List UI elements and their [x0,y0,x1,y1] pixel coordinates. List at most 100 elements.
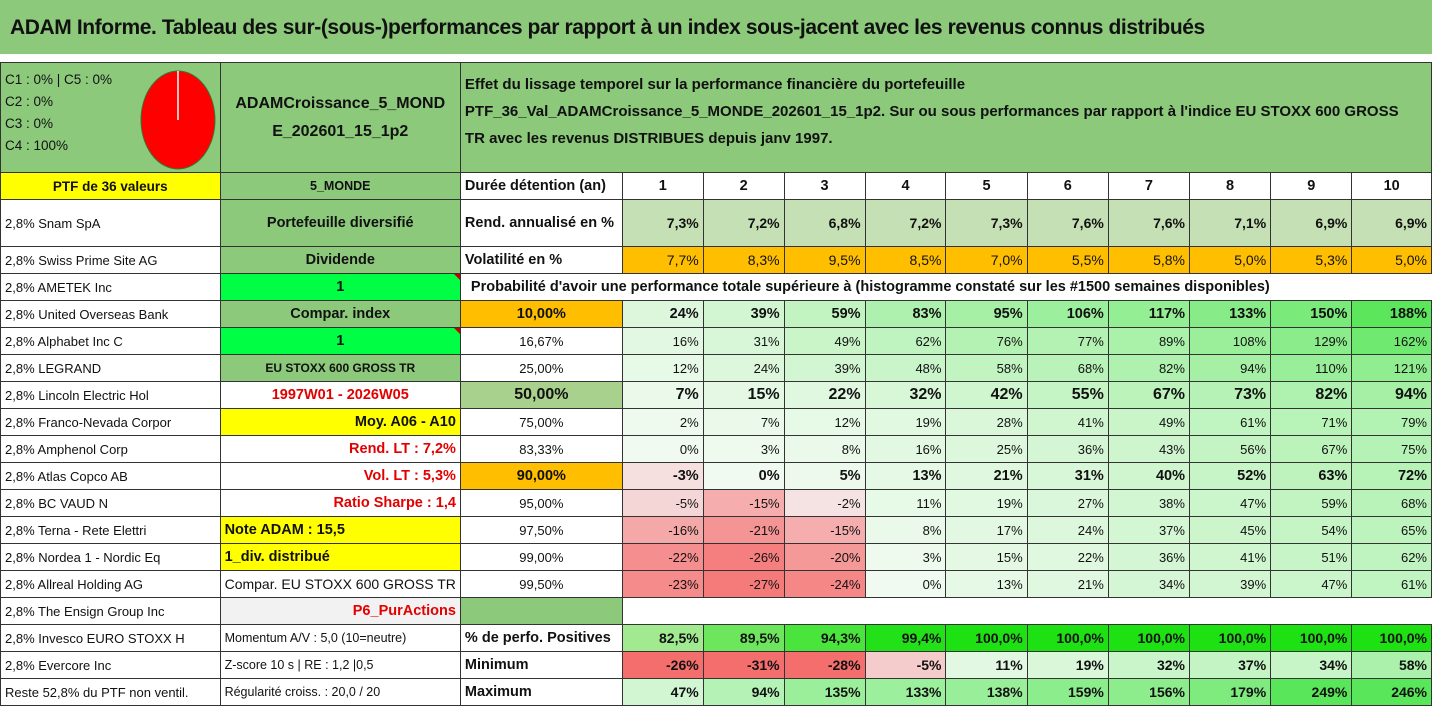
holding-name: 2,8% Nordea 1 - Nordic Eq [0,543,221,571]
maximum-value: 156% [1107,678,1190,706]
minimum-value: -26% [621,651,704,679]
positive-value: 100,0% [1026,624,1109,652]
quantile-value: 24% [1026,516,1109,544]
maximum-value: 246% [1351,678,1432,706]
quantile-label: 90,00% [459,462,623,490]
holding-name: 2,8% Lincoln Electric Hol [0,381,221,409]
vol-label: Volatilité en % [459,246,623,274]
info-cell: Note ADAM : 15,5 [219,516,461,544]
quantile-value: 13% [945,570,1028,598]
info-cell: Compar. index [219,300,461,328]
holding-name: 2,8% The Ensign Group Inc [0,597,221,625]
positive-value: 94,3% [783,624,866,652]
quantile-value: 36% [1026,435,1109,463]
quantile-value: 47% [1188,489,1272,517]
positive-value: 100,0% [1351,624,1432,652]
year-header: 6 [1026,172,1109,200]
vol-value: 5,5% [1026,246,1109,274]
quantile-value: 16% [621,327,704,355]
info-cell: 1_div. distribué [219,543,461,571]
quantile-value: 3% [864,543,947,571]
vol-value: 7,0% [945,246,1028,274]
minimum-value: 19% [1026,651,1109,679]
holding-name: 2,8% BC VAUD N [0,489,221,517]
quantile-value: 110% [1270,354,1353,382]
quantile-value: 16% [864,435,947,463]
vol-value: 5,0% [1351,246,1432,274]
quantile-value: 56% [1188,435,1272,463]
maximum-value: 138% [945,678,1028,706]
info-cell: Ratio Sharpe : 1,4 [219,489,461,517]
quantile-value: 39% [702,300,785,328]
positive-value: 99,4% [864,624,947,652]
quantile-value: 82% [1270,381,1353,409]
quantile-value: -5% [621,489,704,517]
vol-value: 8,5% [864,246,947,274]
positive-value: 100,0% [945,624,1028,652]
minimum-value: 11% [945,651,1028,679]
positive-value: 89,5% [702,624,785,652]
quantile-label: 16,67% [459,327,623,355]
holding-name: 2,8% United Overseas Bank [0,300,221,328]
holding-name: 2,8% Swiss Prime Site AG [0,246,221,274]
quantile-value: -15% [783,516,866,544]
quantile-label: 25,00% [459,354,623,382]
quantile-value: -3% [621,462,704,490]
info-cell: Rend. LT : 7,2% [219,435,461,463]
asset-class-line: C1 : 0% | C5 : 0% [5,72,113,87]
rend-value: 6,9% [1351,199,1432,247]
maximum-value: 133% [864,678,947,706]
quantile-value: 45% [1188,516,1272,544]
allocation-pie-chart [140,70,216,170]
quantile-value: 162% [1351,327,1432,355]
holding-name: 2,8% AMETEK Inc [0,273,221,301]
info-cell: 1997W01 - 2026W05 [219,381,461,409]
quantile-value: 67% [1270,435,1353,463]
quantile-value: 62% [864,327,947,355]
quantile-value: 19% [945,489,1028,517]
quantile-value: 129% [1270,327,1353,355]
quantile-value: -21% [702,516,785,544]
info-cell: 1 [219,327,461,355]
minimum-value: -31% [702,651,785,679]
quantile-value: 41% [1026,408,1109,436]
asset-class-line: C4 : 100% [5,138,69,153]
holding-name: 2,8% Evercore Inc [0,651,221,679]
quantile-value: 5% [783,462,866,490]
quantile-value: 7% [621,381,704,409]
info-cell: Vol. LT : 5,3% [219,462,461,490]
info-cell: Portefeuille diversifié [219,199,461,247]
maximum-value: 47% [621,678,704,706]
vol-value: 8,3% [702,246,785,274]
asset-class-line: C3 : 0% [5,116,54,131]
quantile-value: 75% [1351,435,1432,463]
quantile-value: 34% [1107,570,1190,598]
minimum-value: 37% [1188,651,1272,679]
quantile-value: 71% [1270,408,1353,436]
maximum-value: 159% [1026,678,1109,706]
description: Effet du lissage temporel sur la perform… [459,62,1432,173]
quantile-value: 31% [702,327,785,355]
info-cell: P6_PurActions [219,597,461,625]
quantile-value: 106% [1026,300,1109,328]
quantile-value: 11% [864,489,947,517]
quantile-value: 43% [1107,435,1190,463]
quantile-value: 52% [1188,462,1272,490]
quantile-value: 133% [1188,300,1272,328]
quantile-value: 21% [945,462,1028,490]
vol-value: 5,0% [1188,246,1272,274]
info-cell: 1 [219,273,461,301]
quantile-value: 39% [1188,570,1272,598]
empty-cell [1352,274,1432,301]
quantile-value: 94% [1188,354,1272,382]
rend-value: 7,2% [864,199,947,247]
quantile-value: 17% [945,516,1028,544]
maximum-value: 179% [1188,678,1272,706]
quantile-value: 39% [783,354,866,382]
quantile-value: 63% [1270,462,1353,490]
quantile-value: 12% [621,354,704,382]
quantile-value: -24% [783,570,866,598]
year-header: 7 [1107,172,1190,200]
quantile-value: -27% [702,570,785,598]
rend-value: 7,3% [945,199,1028,247]
